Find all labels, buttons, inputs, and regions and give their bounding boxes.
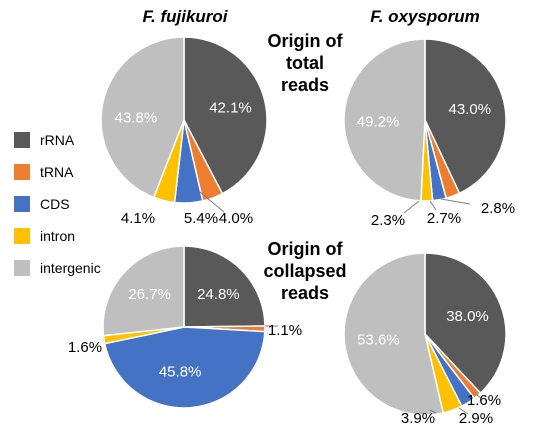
pie-4-leader-tRNA: [472, 391, 482, 399]
pie-2-leader-CDS: [429, 200, 437, 211]
pie-3-label-intron: 1.6%: [68, 339, 102, 356]
col-title-right: F. oxysporum: [370, 7, 480, 26]
row-title-top-line-1: Origin of: [268, 31, 344, 51]
pie-1-label-intron: 4.1%: [121, 210, 155, 227]
pie-2-label-intron: 2.3%: [371, 212, 405, 229]
row-title-top-line-3: reads: [281, 75, 329, 95]
pie-3-slice-intergenic: [102, 245, 185, 337]
legend-label-intron: intron: [40, 228, 75, 244]
legend-swatch-rRNA: [14, 132, 30, 148]
row-title-bottom-line-2: collapsed: [263, 261, 346, 281]
legend-label-intergenic: intergenic: [40, 260, 101, 276]
pie-4-slice-rRNA: [424, 252, 507, 395]
pie-3-label-rRNA: 24.8%: [197, 286, 240, 303]
legend-swatch-tRNA: [14, 164, 30, 180]
legend-swatch-intron: [14, 228, 30, 244]
row-title-top-line-2: total: [286, 53, 324, 73]
pie-2-label-tRNA: 2.8%: [481, 200, 515, 217]
pie-1: 42.1% 4.0%5.4% 4.1% 43.8%: [100, 36, 268, 227]
pie-2-leader-intron: [403, 200, 420, 214]
pie-3-label-CDS: 45.8%: [159, 363, 202, 380]
pie-1-label-tRNA: 4.0%: [219, 210, 253, 227]
pie-2-label-intergenic: 49.2%: [357, 114, 400, 131]
pie-4-label-tRNA: 1.6%: [467, 392, 501, 409]
pie-2: 43.0% 2.8% 2.7% 2.3% 49.2%: [343, 38, 515, 229]
pie-1-label-CDS: 5.4%: [184, 210, 218, 227]
pie-4-leader-CDS: [458, 407, 469, 415]
pie-2-label-rRNA: 43.0%: [449, 101, 492, 118]
legend-label-rRNA: rRNA: [40, 132, 75, 148]
pie-1-leader-tRNA: [199, 191, 225, 213]
pies: 42.1%4.0%5.4%4.1%43.8%43.0%2.8%2.7%2.3%4…: [68, 36, 515, 427]
col-title-left: F. fujikuroi: [143, 7, 229, 26]
pie-1-label-intergenic: 43.8%: [115, 109, 158, 126]
legend-label-tRNA: tRNA: [40, 164, 74, 180]
legend-swatch-CDS: [14, 196, 30, 212]
pie-2-leader-tRNA: [440, 198, 471, 205]
legend-label-CDS: CDS: [40, 196, 70, 212]
row-title-bottom-line-3: reads: [281, 283, 329, 303]
legend-swatch-intergenic: [14, 260, 30, 276]
pie-2-label-CDS: 2.7%: [427, 210, 461, 227]
row-title-bottom-line-1: Origin of: [268, 239, 344, 259]
pie-3-label-intergenic: 26.7%: [128, 286, 171, 303]
pie-4-label-intron: 3.9%: [401, 410, 435, 427]
pie-4-label-CDS: 2.9%: [459, 410, 493, 427]
pie-1-slice-intergenic: [100, 36, 185, 199]
pie-3-slice-CDS: [103, 326, 266, 409]
pie-1-slice-rRNA: [183, 36, 268, 195]
pie-3-slice-rRNA: [183, 245, 266, 328]
pie-2-slice-intergenic: [343, 38, 426, 202]
pie-4-leader-intron: [429, 409, 437, 414]
pie-1-label-rRNA: 42.1%: [209, 100, 252, 117]
pie-4-label-intergenic: 53.6%: [357, 332, 400, 349]
pie-2-slice-rRNA: [424, 38, 507, 195]
legend: rRNA tRNA CDS intron intergenic: [14, 132, 101, 276]
pie-4-label-rRNA: 38.0%: [446, 308, 489, 325]
pie-4-slice-intergenic: [343, 252, 445, 416]
pie-3: 24.8% 1.1% 45.8% 1.6% 26.7%: [68, 245, 302, 409]
pie-3-label-tRNA: 1.1%: [268, 322, 302, 339]
pie-4: 38.0% 1.6%2.9% 3.9% 53.6%: [343, 252, 507, 427]
